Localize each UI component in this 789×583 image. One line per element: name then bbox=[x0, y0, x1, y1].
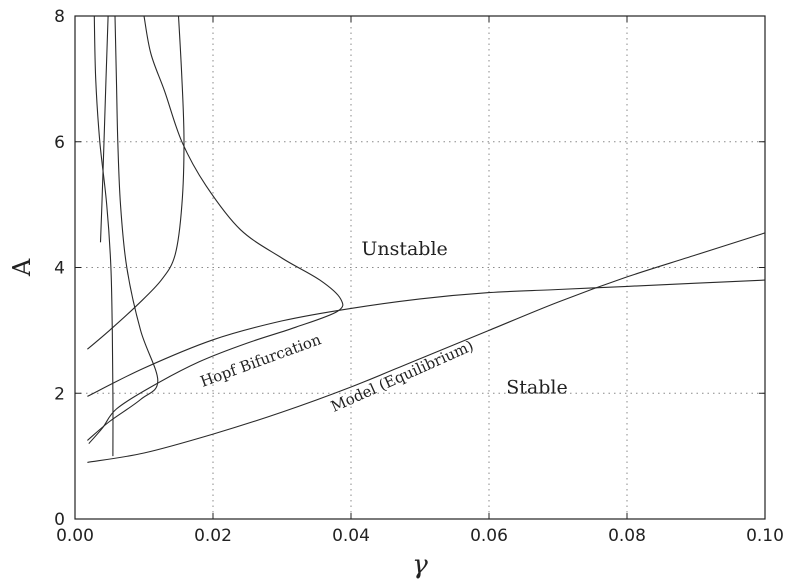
x-tick-label: 0.08 bbox=[608, 526, 646, 546]
tick-layer bbox=[74, 15, 766, 520]
annotation-unstable: Unstable bbox=[361, 238, 447, 260]
y-tick-label: 2 bbox=[54, 384, 65, 404]
label-layer: 0.00 0.02 0.04 0.06 0.08 0.10 0 2 4 6 8 bbox=[54, 7, 784, 546]
y-tick-label: 4 bbox=[54, 259, 65, 279]
curve-3 bbox=[87, 15, 159, 441]
curve-5 bbox=[88, 15, 344, 444]
y-tick-label: 8 bbox=[54, 7, 65, 27]
annotation-stable: Stable bbox=[506, 376, 567, 398]
annotation-model-equilibrium: Model (Equilibrium) bbox=[328, 337, 476, 416]
curve-2 bbox=[93, 15, 114, 457]
curve-1 bbox=[99, 15, 109, 243]
curve-7 bbox=[87, 232, 766, 463]
y-tick-label: 0 bbox=[54, 510, 65, 530]
x-tick-label: 0.00 bbox=[56, 526, 94, 546]
grid-layer bbox=[75, 16, 765, 519]
x-tick-label: 0.10 bbox=[746, 526, 784, 546]
x-tick-label: 0.06 bbox=[470, 526, 508, 546]
x-tick-label: 0.02 bbox=[194, 526, 232, 546]
y-axis-title: A bbox=[8, 258, 36, 277]
annotation-layer: Unstable Stable Hopf Bifurcation Model (Equ… bbox=[198, 238, 568, 416]
curve-6 bbox=[87, 279, 766, 397]
curve-4 bbox=[87, 15, 185, 350]
curve-layer bbox=[87, 15, 766, 463]
x-tick-label: 0.04 bbox=[332, 526, 370, 546]
y-tick-label: 6 bbox=[54, 133, 65, 153]
annotation-hopf-bifurcation: Hopf Bifurcation bbox=[198, 330, 324, 391]
x-axis-title: γ bbox=[412, 550, 428, 580]
